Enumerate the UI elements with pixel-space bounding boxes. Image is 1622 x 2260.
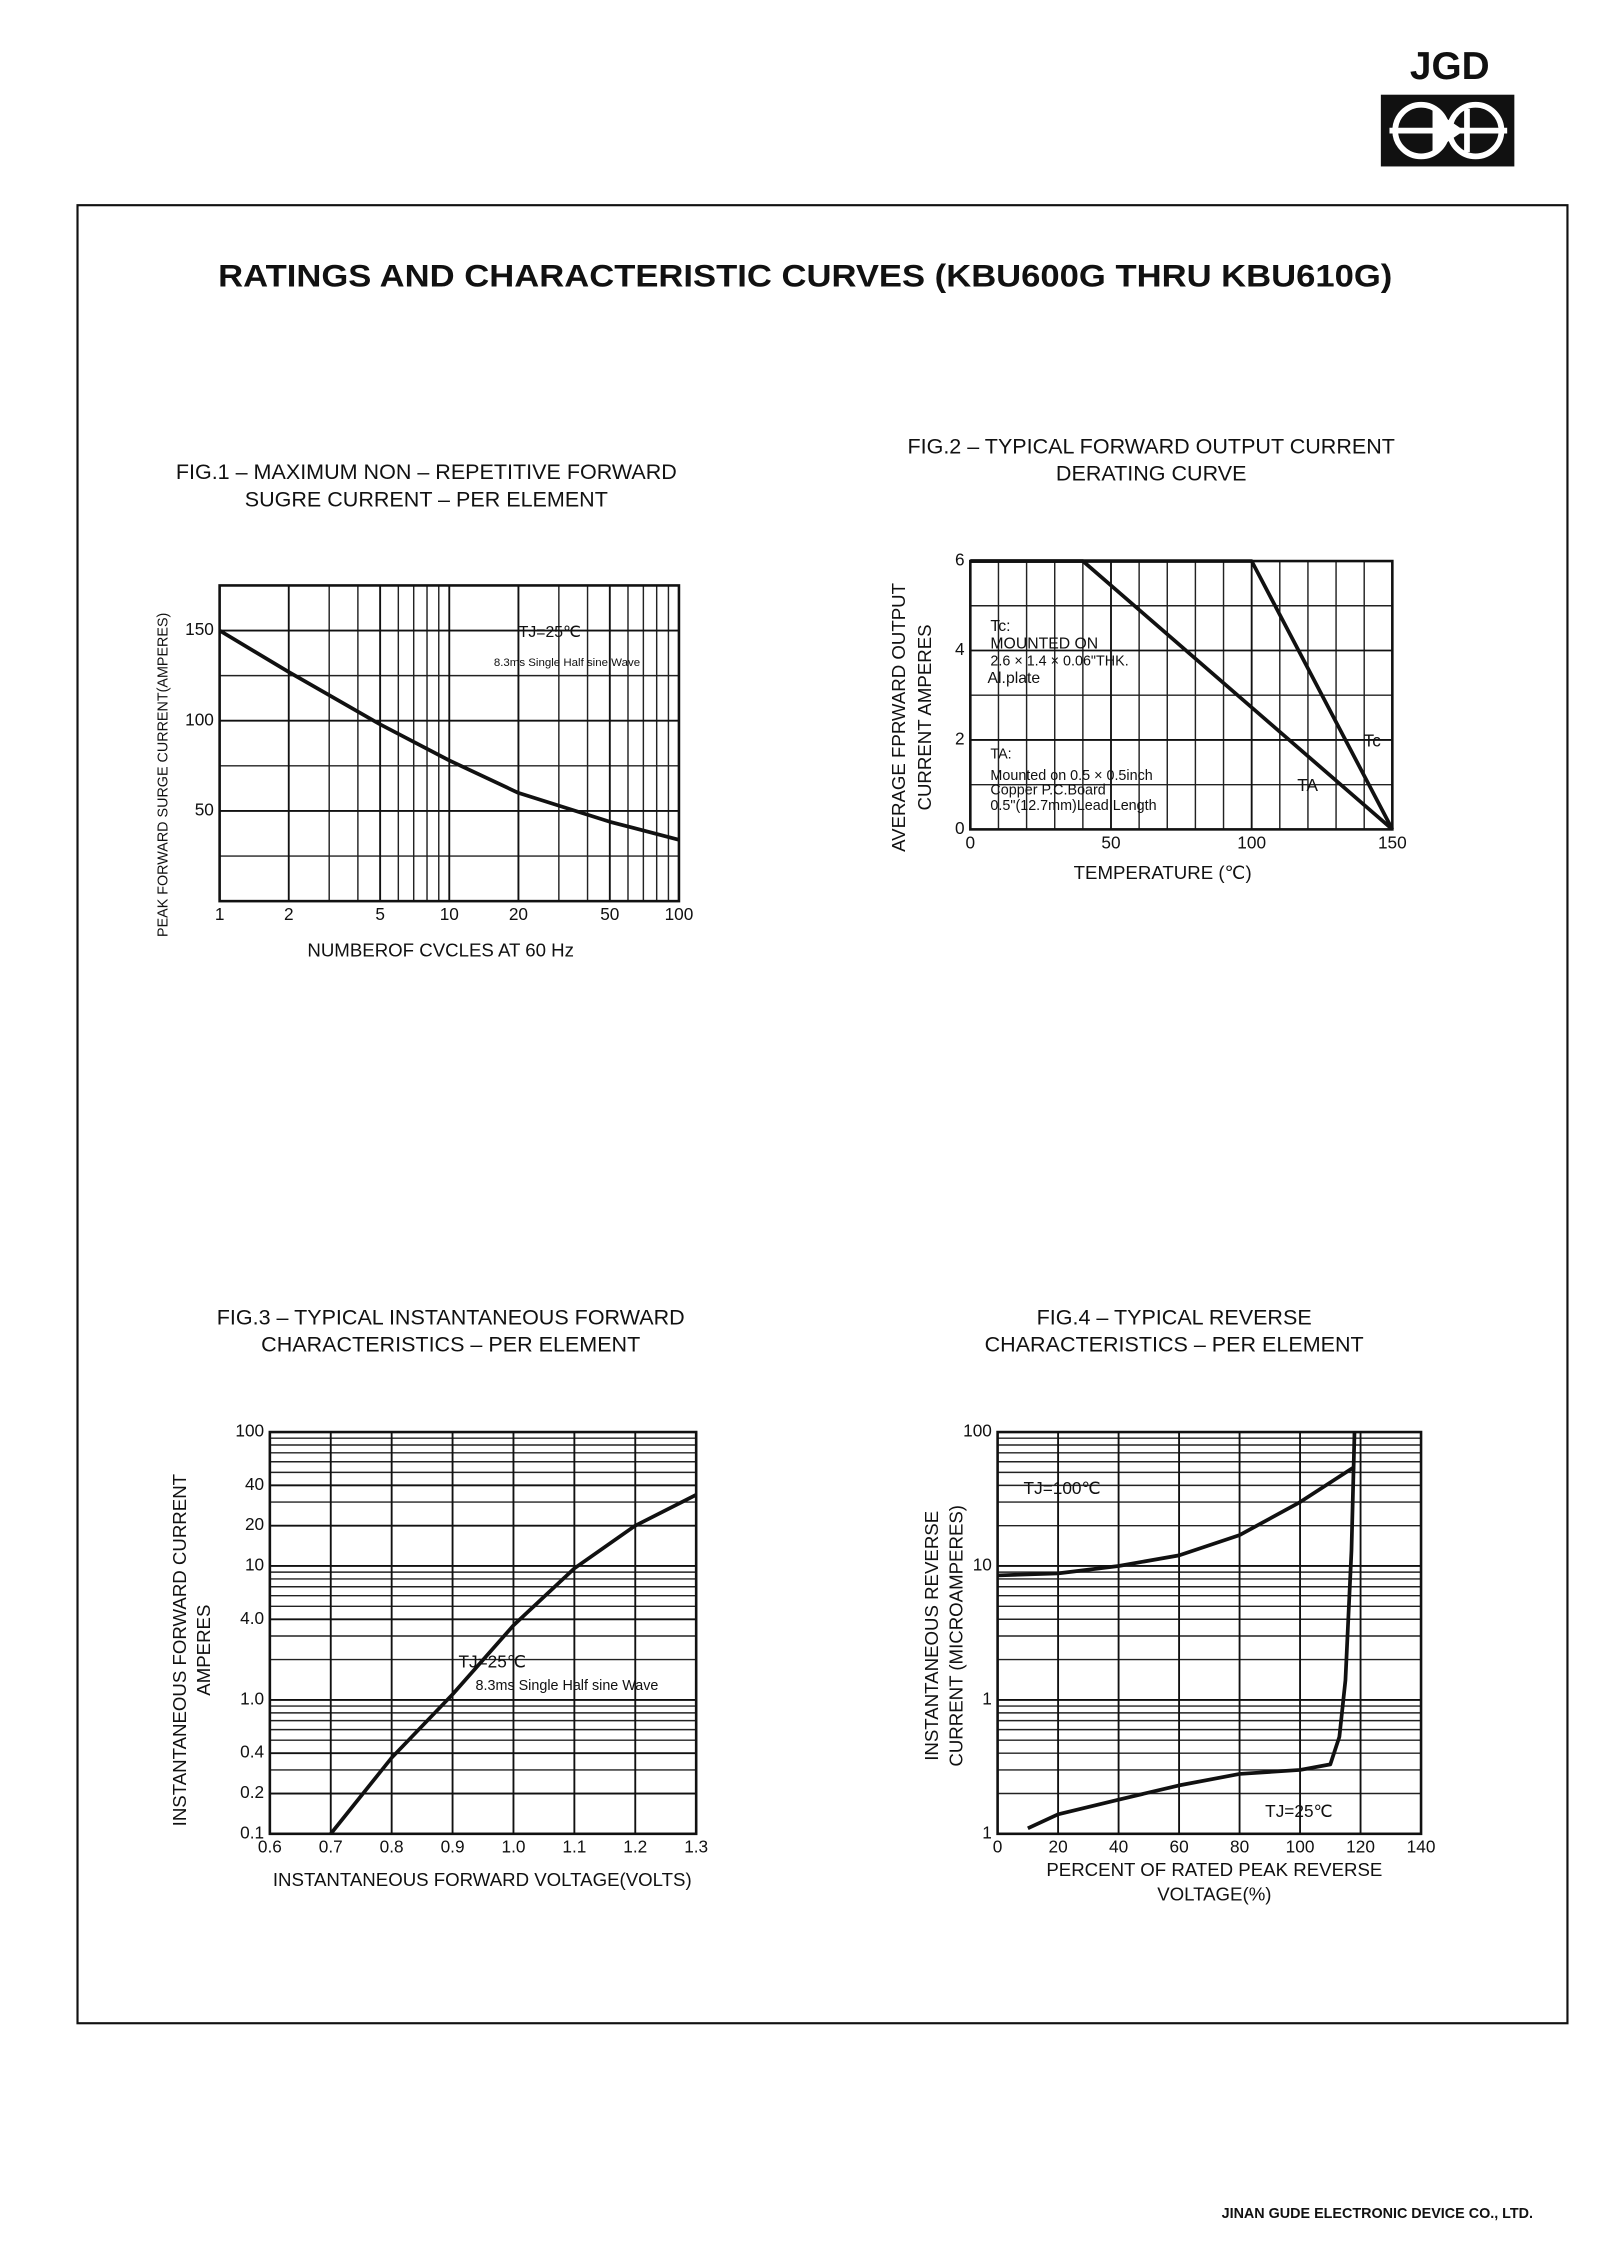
- x-tick-label: 1: [215, 904, 225, 924]
- y-tick-label: 40: [245, 1474, 264, 1494]
- curve: [329, 1493, 698, 1835]
- y-tick-label: 10: [973, 1555, 992, 1575]
- annotation: TA:: [990, 747, 1011, 763]
- series-label: TJ=100℃: [1024, 1478, 1101, 1498]
- x-tick-label: 50: [1101, 832, 1120, 852]
- plot-frame: [996, 1430, 1423, 1836]
- series-label: TA: [1297, 775, 1318, 795]
- y-tick-label: 1: [982, 1822, 992, 1842]
- chart-title: SUGRE CURRENT – PER ELEMENT: [245, 487, 608, 511]
- x-tick-label: 100: [1286, 1837, 1315, 1857]
- x-axis-label: INSTANTANEOUS FORWARD VOLTAGE(VOLTS): [273, 1869, 692, 1890]
- x-tick-label: 0.8: [380, 1837, 404, 1857]
- x-axis-label: TEMPERATURE (℃): [1074, 862, 1252, 883]
- logo-text: JGD: [1410, 45, 1490, 88]
- x-tick-label: 10: [440, 904, 459, 924]
- y-axis-label: CURRENT AMPERES: [914, 624, 935, 810]
- y-tick-label: 2: [955, 728, 965, 748]
- y-tick-label: 0.4: [240, 1742, 264, 1762]
- y-tick-label: 0: [955, 818, 965, 838]
- y-tick-label: 50: [195, 799, 214, 819]
- frame: [76, 204, 1569, 2025]
- annotation: TJ=25℃: [519, 624, 581, 641]
- y-tick-label: 100: [963, 1421, 992, 1441]
- y-tick-label: 100: [185, 709, 214, 729]
- curve: [997, 1465, 1356, 1578]
- x-tick-label: 0.6: [258, 1837, 282, 1857]
- x-axis-label: PERCENT OF RATED PEAK REVERSE: [1046, 1859, 1382, 1880]
- y-axis-label: PEAK FORWARD SURGE CURRENT(AMPERES): [155, 613, 171, 937]
- x-tick-label: 1.0: [501, 1837, 525, 1857]
- x-tick-label: 0.9: [441, 1837, 465, 1857]
- annotation: 2.6 × 1.4 × 0.06"THK.: [990, 653, 1128, 669]
- x-tick-label: 120: [1346, 1837, 1375, 1857]
- y-axis-label: CURRENT (MICROAMPERES): [945, 1505, 966, 1767]
- x-tick-label: 40: [1109, 1837, 1128, 1857]
- x-axis-label: VOLTAGE(%): [1157, 1883, 1271, 1904]
- curve: [218, 628, 680, 842]
- chart-title: CHARACTERISTICS – PER ELEMENT: [261, 1333, 640, 1357]
- chart-title: FIG.4 – TYPICAL REVERSE: [1037, 1305, 1312, 1329]
- annotation: Al.plate: [988, 670, 1041, 687]
- y-axis-label: AMPERES: [193, 1605, 214, 1696]
- curve: [1027, 1432, 1357, 1830]
- chart-title: FIG.1 – MAXIMUM NON – REPETITIVE FORWARD: [176, 460, 677, 484]
- x-axis-label: NUMBEROF CVCLES AT 60 Hz: [307, 939, 574, 960]
- y-tick-label: 4: [955, 639, 965, 659]
- x-tick-label: 140: [1407, 1837, 1436, 1857]
- x-tick-label: 100: [665, 904, 694, 924]
- annotation: Tc:: [990, 618, 1010, 635]
- curve: [970, 559, 1394, 831]
- y-tick-label: 100: [235, 1421, 264, 1441]
- chart-title: CHARACTERISTICS – PER ELEMENT: [985, 1333, 1364, 1357]
- y-tick-label: 4.0: [240, 1608, 264, 1628]
- x-tick-label: 0: [966, 832, 976, 852]
- series-label: Tc: [1364, 730, 1382, 750]
- chart-title: FIG.3 – TYPICAL INSTANTANEOUS FORWARD: [217, 1305, 685, 1329]
- series-label: TJ=25℃: [1265, 1801, 1333, 1821]
- y-axis-label: INSTANTANEOUS REVERSE: [921, 1511, 942, 1761]
- x-tick-label: 2: [284, 904, 294, 924]
- annotation: MOUNTED ON: [990, 635, 1098, 652]
- y-tick-label: 0.1: [240, 1822, 264, 1842]
- page-title: RATINGS AND CHARACTERISTIC CURVES (KBU60…: [218, 258, 1392, 294]
- logo-mark: [1380, 94, 1515, 167]
- x-tick-label: 1.3: [684, 1837, 708, 1857]
- annotation: TJ=25℃: [458, 1652, 526, 1672]
- x-tick-label: 20: [1049, 1837, 1068, 1857]
- x-tick-label: 100: [1237, 832, 1266, 852]
- x-tick-label: 1.2: [623, 1837, 647, 1857]
- y-tick-label: 6: [955, 550, 965, 570]
- annotation: 8.3ms Single Half sine Wave: [476, 1678, 659, 1694]
- x-tick-label: 0: [993, 1837, 1003, 1857]
- y-axis-label: AVERAGE FPRWARD OUTPUT: [888, 583, 909, 852]
- x-tick-label: 1.1: [562, 1837, 586, 1857]
- plot-frame: [218, 584, 681, 903]
- x-tick-label: 5: [375, 904, 385, 924]
- x-tick-label: 60: [1169, 1837, 1188, 1857]
- x-tick-label: 50: [600, 904, 619, 924]
- chart-title: DERATING CURVE: [1056, 462, 1247, 486]
- y-tick-label: 150: [185, 619, 214, 639]
- y-tick-label: 1.0: [240, 1688, 264, 1708]
- plot-frame: [268, 1430, 698, 1836]
- y-tick-label: 0.2: [240, 1782, 264, 1802]
- annotation: 8.3ms Single Half sine Wave: [494, 657, 640, 669]
- annotation: Copper P.C.Board: [990, 782, 1105, 798]
- x-tick-label: 0.7: [319, 1837, 343, 1857]
- x-tick-label: 20: [509, 904, 528, 924]
- y-tick-label: 20: [245, 1514, 264, 1534]
- chart-title: FIG.2 – TYPICAL FORWARD OUTPUT CURRENT: [907, 434, 1394, 458]
- x-tick-label: 80: [1230, 1837, 1249, 1857]
- y-tick-label: 1: [982, 1688, 992, 1708]
- annotation: Mounted on 0.5 × 0.5inch: [990, 768, 1152, 784]
- footer: JINAN GUDE ELECTRONIC DEVICE CO., LTD.: [1222, 2206, 1533, 2222]
- annotation: 0.5"(12.7mm)Lead Length: [990, 798, 1156, 814]
- y-tick-label: 10: [245, 1555, 264, 1575]
- x-tick-label: 150: [1378, 832, 1407, 852]
- y-axis-label: INSTANTANEOUS FORWARD CURRENT: [169, 1474, 190, 1826]
